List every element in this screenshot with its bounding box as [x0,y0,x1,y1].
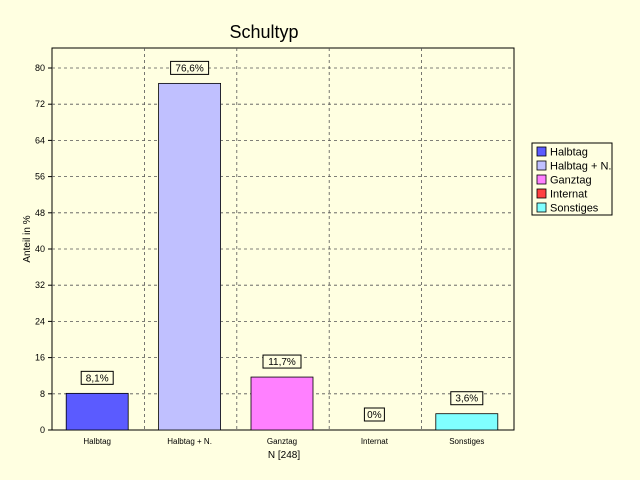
data-label: 3,6% [455,394,478,405]
y-tick-label: 16 [35,353,45,363]
legend-entry: Halbtag + N. [550,161,611,173]
x-axis-label: N [248] [268,450,300,461]
data-label-box [262,354,302,369]
y-tick-label: 32 [35,280,45,290]
data-label-box [363,407,385,422]
grid-lines [52,48,514,430]
bar-2 [250,376,314,431]
legend-entry: Halbtag [550,147,588,159]
bar-0 [65,392,129,431]
y-axis-ticks: 0 8 16 24 32 40 48 56 64 72 80 [35,63,52,435]
legend-swatch [536,146,547,157]
y-tick-label: 48 [35,208,45,218]
y-axis-label: Anteil in % [22,215,33,262]
bar-1 [158,82,222,431]
legend: Halbtag Halbtag + N. Ganztag Internat Sonsti… [531,142,613,216]
x-tick-label: Halbtag + N. [167,437,212,446]
legend-entry: Sonstiges [550,203,599,215]
y-tick-label: 24 [35,316,45,326]
chart-title: Schultyp [229,22,298,42]
y-tick-label: 56 [35,172,45,182]
legend-entry: Internat [550,189,587,201]
data-label-box [170,60,210,75]
data-label-box [80,370,114,385]
y-tick-label: 40 [35,244,45,254]
x-tick-label: Halbtag [83,437,111,446]
legend-swatch [536,202,547,213]
x-tick-label: Ganztag [267,437,297,446]
bar-4 [435,413,499,431]
y-tick-label: 80 [35,63,45,73]
bars [65,82,499,431]
legend-entry: Ganztag [550,175,592,187]
x-axis-categories: Halbtag Halbtag + N. Ganztag Internat Sonsti… [83,437,484,446]
plot-area [51,47,515,431]
legend-swatch [536,188,547,199]
x-tick-label: Sonstiges [449,437,484,446]
y-tick-label: 64 [35,135,45,145]
data-label: 76,6% [175,63,203,74]
data-label: 8,1% [86,373,109,384]
y-tick-label: 72 [35,99,45,109]
y-tick-label: 0 [40,425,45,435]
data-labels: 8,1% 76,6% 11,7% 0% 3,6% [80,60,484,422]
y-tick-label: 8 [40,389,45,399]
data-label: 0% [367,410,382,421]
x-tick-label: Internat [361,437,389,446]
legend-swatch [536,174,547,185]
legend-items: Halbtag Halbtag + N. Ganztag Internat Sonsti… [536,146,611,215]
data-label: 11,7% [268,357,296,368]
legend-swatch [536,160,547,171]
data-label-box [450,391,484,406]
